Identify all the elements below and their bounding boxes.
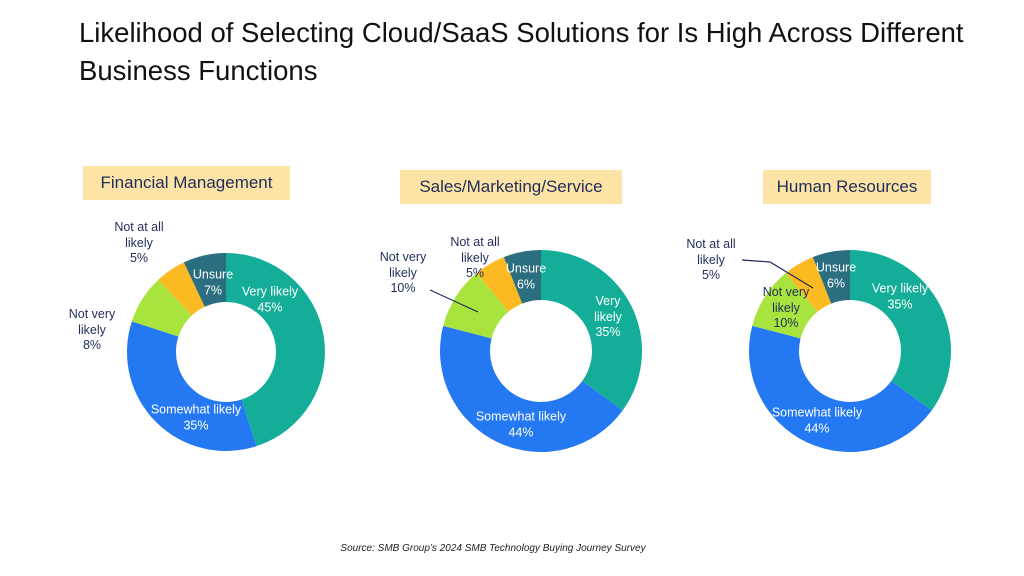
slice-very-likely <box>541 250 642 411</box>
data-label: Unsure 7% <box>192 267 234 298</box>
data-label: Very likely 35% <box>594 293 622 339</box>
data-label: Not at all likely 5% <box>114 219 164 265</box>
slice-very-likely <box>850 250 951 411</box>
slice-not-at-all-likely <box>476 257 523 312</box>
slice-not-very-likely <box>131 279 192 337</box>
slice-unsure <box>503 250 541 304</box>
data-label: Unsure 6% <box>505 261 547 292</box>
slice-not-very-likely <box>752 273 818 339</box>
data-label: Not very likely 10% <box>379 249 427 295</box>
data-label: Somewhat likely 44% <box>475 409 567 440</box>
slice-unsure <box>183 253 226 307</box>
chart-title-hr: Human Resources <box>763 170 931 204</box>
chart-title-financial: Financial Management <box>83 166 290 200</box>
data-label: Unsure 6% <box>815 260 857 291</box>
data-label: Very likely 35% <box>871 281 929 312</box>
slice-not-at-all-likely <box>785 257 832 312</box>
leader-line <box>429 289 479 313</box>
data-label: Not at all likely 5% <box>450 234 500 280</box>
slice-not-at-all-likely <box>158 262 205 316</box>
data-label: Very likely 45% <box>241 284 299 315</box>
slice-somewhat-likely <box>126 321 257 451</box>
chart-title-sales: Sales/Marketing/Service <box>400 170 622 204</box>
data-label: Somewhat likely 44% <box>771 405 863 436</box>
data-label: Not very likely 10% <box>762 284 810 330</box>
slice-not-very-likely <box>443 273 509 339</box>
source-note: Source: SMB Group’s 2024 SMB Technology … <box>340 543 646 554</box>
slice-somewhat-likely <box>749 325 932 452</box>
data-label: Not very likely 8% <box>68 306 116 352</box>
data-label: Somewhat likely 35% <box>150 402 242 433</box>
data-label: Not at all likely 5% <box>686 236 736 282</box>
leader-line <box>741 259 814 289</box>
slice-unsure <box>812 250 850 304</box>
slide-title: Likelihood of Selecting Cloud/SaaS Solut… <box>79 17 964 86</box>
slice-very-likely <box>226 253 326 447</box>
slice-somewhat-likely <box>439 325 623 452</box>
